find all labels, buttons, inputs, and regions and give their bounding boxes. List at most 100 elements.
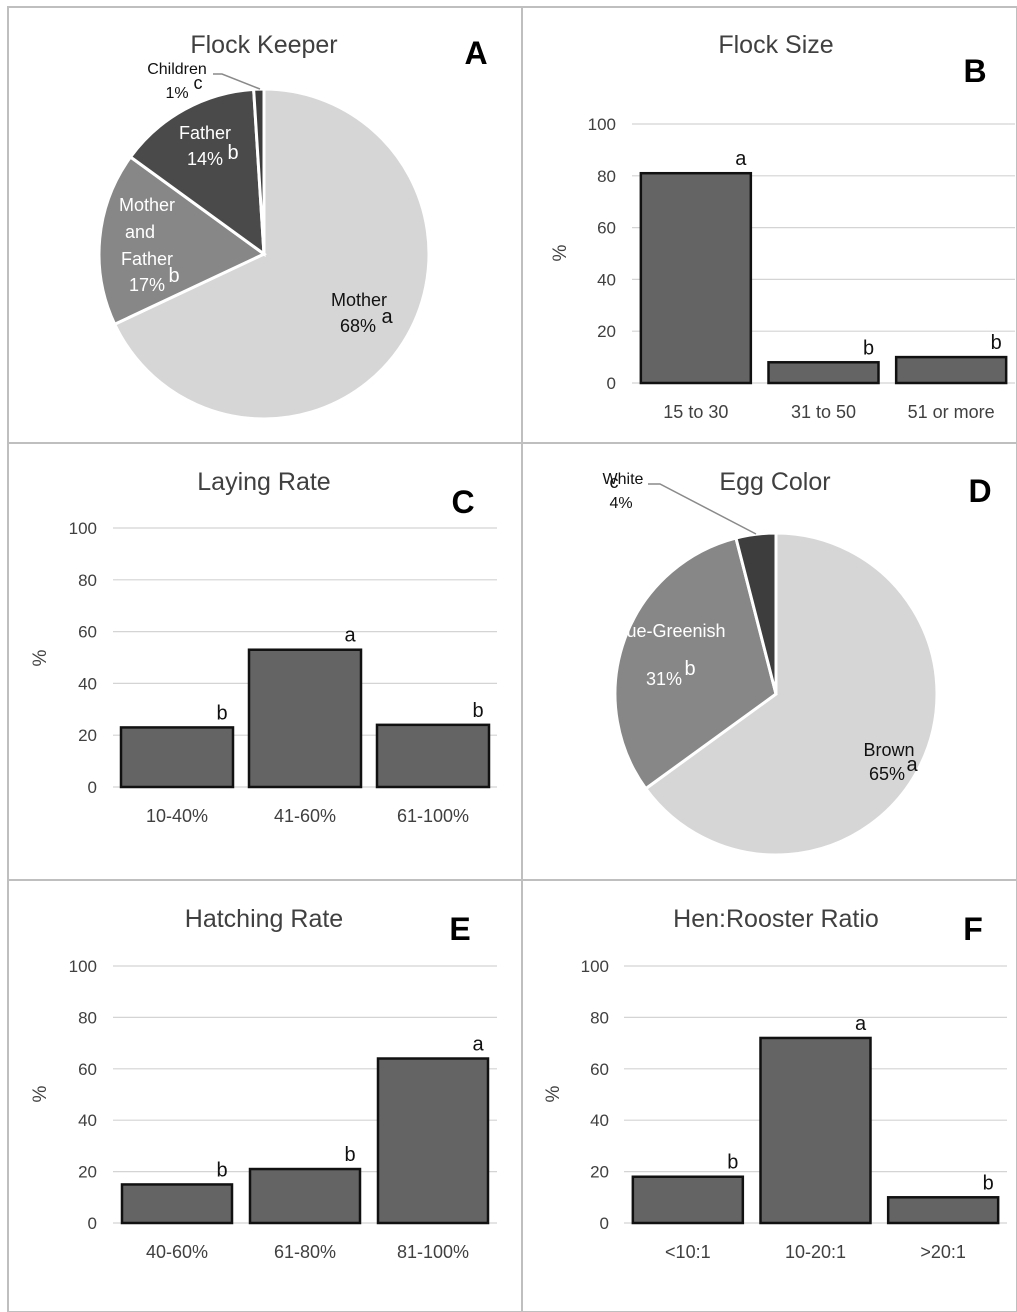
significance-letter: b <box>216 702 227 724</box>
significance-letter: a <box>855 1013 867 1035</box>
y-axis-label: % <box>30 1085 51 1102</box>
x-tick-label: 31 to 50 <box>791 402 856 422</box>
panel-letter: D <box>968 473 991 509</box>
bar <box>247 648 363 789</box>
significance-letter: b <box>991 332 1002 354</box>
significance-letter: b <box>472 700 483 722</box>
y-tick-label: 60 <box>78 623 97 642</box>
bar <box>767 361 880 385</box>
leader-line <box>648 483 757 535</box>
bar <box>894 355 1008 385</box>
slice-label: Children <box>147 61 207 78</box>
panel-letter: C <box>451 484 474 520</box>
x-tick-label: 10-20:1 <box>785 1242 846 1262</box>
y-tick-label: 20 <box>78 1163 97 1182</box>
slice-label: White <box>603 471 644 488</box>
significance-letter: b <box>344 1144 355 1166</box>
pie-slice <box>112 87 431 421</box>
chart-f: Hen:Rooster Ratio F 0 20 40 60 80 100% b <10:1 a 10… <box>543 905 1007 1262</box>
panel-letter: E <box>449 911 470 947</box>
y-tick-label: 60 <box>597 219 616 238</box>
pie-slice <box>128 87 266 258</box>
y-axis-label: % <box>30 649 51 666</box>
y-tick-label: 100 <box>69 519 97 538</box>
slice-label-line: Blue-Greenish <box>610 621 725 641</box>
slice-label: Mother <box>331 290 387 310</box>
slice-label: Father <box>179 123 231 143</box>
bar <box>639 171 753 385</box>
slice-significance-letter: b <box>227 142 238 164</box>
panel-border-f <box>521 879 1017 1312</box>
y-tick-label: 100 <box>581 957 609 976</box>
chart-title: Laying Rate <box>197 468 330 496</box>
slice-percent: 4% <box>609 495 632 512</box>
panel-letter: F <box>963 911 983 947</box>
x-tick-label: <10:1 <box>665 1242 711 1262</box>
chart-title: Hatching Rate <box>185 905 343 933</box>
slice-label: Mother and Father <box>119 195 175 269</box>
bar <box>375 723 491 789</box>
slice-significance-letter: b <box>168 265 179 287</box>
chart-title: Hen:Rooster Ratio <box>673 905 879 933</box>
y-tick-label: 40 <box>78 674 97 693</box>
x-tick-label: 15 to 30 <box>663 402 728 422</box>
x-tick-label: 51 or more <box>908 402 995 422</box>
significance-letter: a <box>344 625 356 647</box>
slice-percent: 1% <box>165 85 188 102</box>
slice-label-line: and <box>125 222 155 242</box>
x-tick-label: 41-60% <box>274 806 336 826</box>
x-tick-label: 81-100% <box>397 1242 469 1262</box>
significance-letter: b <box>863 337 874 359</box>
y-axis-label: % <box>550 244 571 261</box>
y-tick-label: 80 <box>590 1008 609 1027</box>
y-tick-label: 0 <box>600 1214 609 1233</box>
bar <box>759 1036 872 1225</box>
y-axis-label: % <box>543 1085 564 1102</box>
y-tick-label: 20 <box>78 726 97 745</box>
significance-letter: b <box>983 1172 994 1194</box>
bar <box>376 1057 490 1225</box>
pie-slice <box>97 154 267 327</box>
slice-significance-letter: b <box>684 658 695 680</box>
panel-letter: B <box>963 53 986 89</box>
slice-significance-letter: a <box>906 754 918 776</box>
x-tick-label: 61-100% <box>397 806 469 826</box>
y-tick-label: 40 <box>597 270 616 289</box>
pie-slice <box>613 536 778 791</box>
y-tick-label: 40 <box>590 1111 609 1130</box>
slice-percent: 14% <box>187 149 223 169</box>
y-tick-label: 60 <box>590 1060 609 1079</box>
x-tick-label: 10-40% <box>146 806 208 826</box>
bar <box>120 1183 234 1225</box>
bar <box>631 1175 745 1225</box>
slice-percent: 65% <box>869 764 905 784</box>
y-tick-label: 0 <box>607 374 616 393</box>
y-tick-label: 80 <box>597 167 616 186</box>
significance-letter: b <box>727 1152 738 1174</box>
slice-label-line: Father <box>121 249 173 269</box>
chart-title: Flock Size <box>718 31 833 59</box>
y-tick-label: 40 <box>78 1111 97 1130</box>
y-tick-label: 0 <box>88 1214 97 1233</box>
slice-percent: 31% <box>646 669 682 689</box>
y-tick-label: 80 <box>78 1008 97 1027</box>
slice-significance-letter: a <box>381 306 393 328</box>
slice-percent: 17% <box>129 275 165 295</box>
chart-c: Laying Rate C 0 20 40 60 80 100% b 10-40% a 41-60% b… <box>30 468 497 826</box>
chart-d: Egg Color D Brown 65% a Blue-Greenish 31% b Whit… <box>603 468 992 857</box>
significance-letter: a <box>472 1034 484 1056</box>
significance-letter: b <box>216 1159 227 1181</box>
bar <box>119 726 235 789</box>
slice-percent: 68% <box>340 316 376 336</box>
bar <box>886 1196 1000 1225</box>
x-tick-label: 40-60% <box>146 1242 208 1262</box>
y-tick-label: 80 <box>78 571 97 590</box>
y-tick-label: 60 <box>78 1060 97 1079</box>
slice-significance-letter: c <box>194 73 203 93</box>
y-tick-label: 100 <box>588 115 616 134</box>
panel-letter: A <box>464 35 487 71</box>
slice-label: Brown <box>863 740 914 760</box>
y-tick-label: 20 <box>590 1163 609 1182</box>
